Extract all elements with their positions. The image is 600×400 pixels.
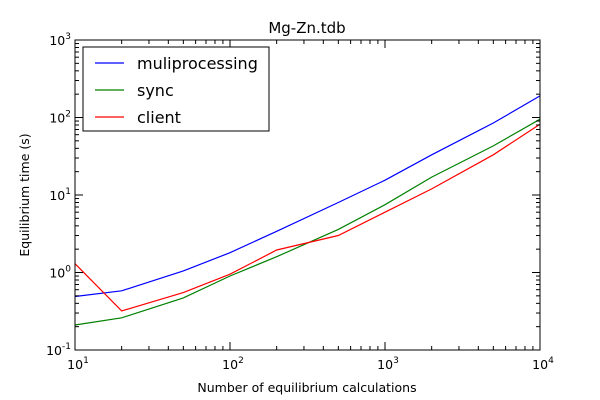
x-tick-label: 102 bbox=[222, 356, 244, 372]
legend-label-sync: sync bbox=[137, 81, 174, 100]
legend: muliprocessing sync client bbox=[82, 46, 270, 132]
y-tick-label: 101 bbox=[49, 187, 71, 203]
legend-label-client: client bbox=[137, 108, 181, 127]
series-line-client bbox=[74, 123, 541, 312]
y-axis-label: Equilibrium time (s) bbox=[17, 133, 32, 256]
x-tick-label: 101 bbox=[67, 356, 89, 372]
plot-frame bbox=[74, 39, 541, 351]
tick-labels: 101 102 103 104 10-1 100 101 102 103 bbox=[46, 32, 554, 372]
series-line-muliprocessing bbox=[74, 95, 541, 298]
x-tick-label: 103 bbox=[377, 356, 399, 372]
chart-title: Mg-Zn.tdb bbox=[268, 19, 345, 37]
y-tick-label: 10-1 bbox=[46, 342, 71, 358]
x-axis-label: Number of equilibrium calculations bbox=[197, 380, 416, 395]
y-tick-label: 102 bbox=[49, 110, 71, 126]
y-tick-label: 103 bbox=[49, 32, 71, 48]
x-tick-label: 104 bbox=[532, 356, 554, 372]
legend-label-muliprocessing: muliprocessing bbox=[137, 54, 258, 73]
series-lines bbox=[74, 95, 541, 326]
y-tick-label: 100 bbox=[49, 265, 71, 281]
